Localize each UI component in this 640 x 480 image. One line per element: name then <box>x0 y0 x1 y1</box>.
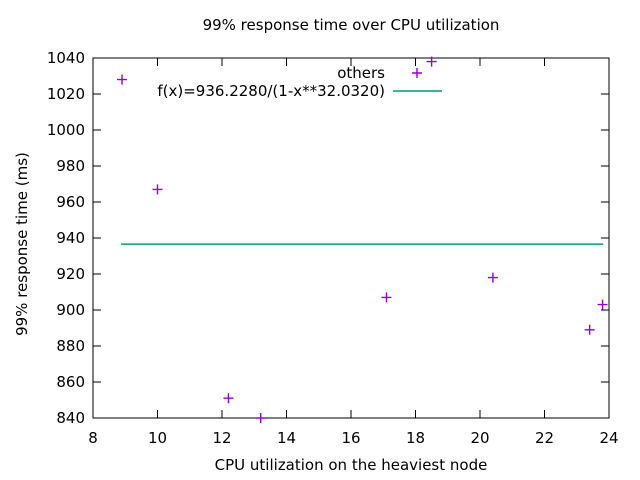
y-tick-label: 1020 <box>47 85 85 103</box>
data-point-marker <box>152 184 163 195</box>
legend-label-fit: f(x)=936.2280/(1-x**32.0320) <box>157 82 385 100</box>
data-point-marker <box>597 299 608 310</box>
x-tick-label: 14 <box>277 429 296 447</box>
legend-label-others: others <box>337 64 385 82</box>
x-tick-label: 24 <box>599 429 618 447</box>
legend-plus-marker-icon <box>412 68 422 78</box>
x-tick-label: 16 <box>341 429 360 447</box>
y-tick-label: 980 <box>56 157 85 175</box>
y-tick-label: 920 <box>56 265 85 283</box>
x-axis-label: CPU utilization on the heaviest node <box>214 456 488 474</box>
x-tick-label: 18 <box>406 429 425 447</box>
y-tick-label: 940 <box>56 229 85 247</box>
x-tick-label: 20 <box>470 429 489 447</box>
x-tick-label: 12 <box>212 429 231 447</box>
data-point-marker <box>223 393 234 404</box>
chart-title: 99% response time over CPU utilization <box>202 16 500 34</box>
data-point-marker <box>381 292 392 303</box>
y-tick-label: 860 <box>56 373 85 391</box>
x-tick-label: 8 <box>88 429 98 447</box>
data-point-marker <box>426 56 437 67</box>
data-point-marker <box>117 74 128 85</box>
y-tick-label: 960 <box>56 193 85 211</box>
y-tick-label: 840 <box>56 409 85 427</box>
data-point-marker <box>255 413 266 423</box>
plot-border <box>92 57 610 419</box>
y-tick-label: 1040 <box>47 49 85 67</box>
x-tick-label: 10 <box>148 429 167 447</box>
y-tick-label: 900 <box>56 301 85 319</box>
data-point-marker <box>584 324 595 335</box>
data-point-marker <box>487 272 498 283</box>
x-tick-label: 22 <box>535 429 554 447</box>
y-tick-label: 880 <box>56 337 85 355</box>
y-tick-label: 1000 <box>47 121 85 139</box>
